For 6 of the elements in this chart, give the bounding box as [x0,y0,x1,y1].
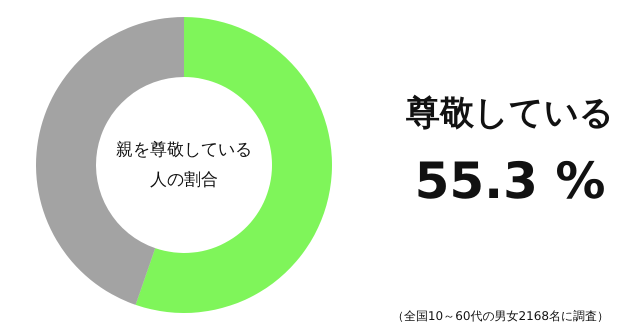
donut-slice [36,17,184,305]
donut-slice [136,17,332,313]
data-label: 55.3 % [414,152,606,210]
slice-label: 尊敬している [405,92,615,135]
text: 親を尊敬している人の割合 [115,139,253,192]
text: （全国10～60代の男女2168名に調査） [392,308,609,325]
